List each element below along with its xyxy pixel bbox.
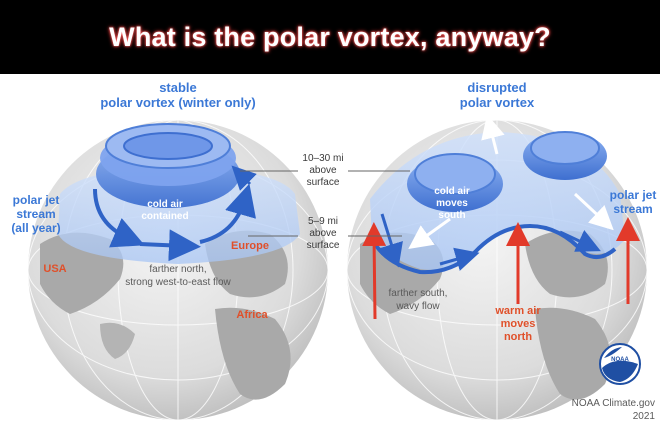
right-flow-line1: farther south, [389,288,448,299]
noaa-logo: NOAA [599,343,641,385]
altitude-connectors [240,170,410,237]
lower-altitude-line2: above [309,228,337,239]
right-cold-air-line1: cold air [434,186,470,197]
right-cold-air-line2: moves [436,198,468,209]
title-bar: What is the polar vortex, anyway? [0,0,660,74]
warm-air-line1: warm air [494,305,541,317]
left-flow-line2: strong west-to-east flow [125,277,231,288]
credit-line1: NOAA Climate.gov [572,398,655,409]
left-heading-line1: stable [159,80,197,95]
warm-air-line2: moves [501,318,536,330]
lower-altitude-line1: 5–9 mi [308,216,338,227]
left-globe [27,119,329,421]
left-cold-air-line1: cold air [147,199,183,210]
right-flow-line2: wavy flow [395,301,440,312]
right-heading-line2: polar vortex [460,95,535,110]
upper-altitude-line1: 10–30 mi [302,153,343,164]
right-heading-line1: disrupted [467,80,526,95]
upper-altitude-line3: surface [307,177,340,188]
place-africa: Africa [236,309,268,321]
noaa-logo-text: NOAA [611,357,629,363]
place-usa: USA [43,263,66,275]
left-jet-label-line1: polar jet [13,193,60,207]
upper-altitude-line2: above [309,165,337,176]
right-jet-label-line2: stream [613,202,652,216]
warm-air-line3: north [504,331,532,343]
left-flow-line1: farther north, [149,264,206,275]
page-title: What is the polar vortex, anyway? [109,21,551,52]
credit-line2: 2021 [633,411,656,422]
left-heading-line2: polar vortex (winter only) [100,95,255,110]
lower-altitude-line3: surface [307,240,340,251]
left-jet-label-line3: (all year) [11,221,60,235]
right-cold-air-line3: south [438,210,465,221]
left-cold-air-line2: contained [141,211,188,222]
place-europe: Europe [231,240,269,252]
left-jet-label-line2: stream [16,207,55,221]
right-jet-label-line1: polar jet [610,188,657,202]
right-globe [346,114,648,421]
diagram-canvas: stable polar vortex (winter only) polar … [11,80,657,422]
